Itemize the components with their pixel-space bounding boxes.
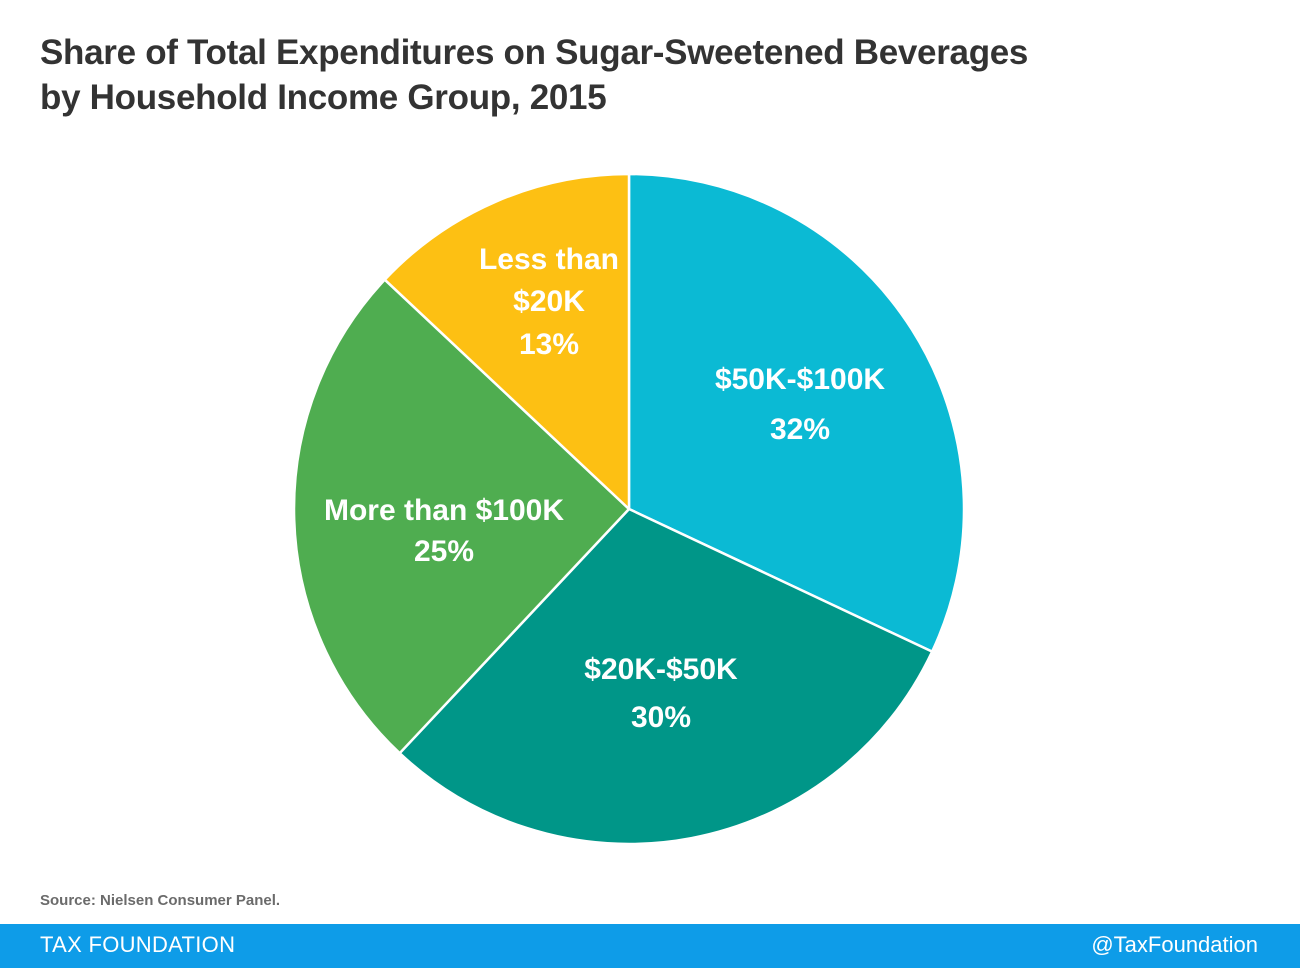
footer-bar: TAX FOUNDATION @TaxFoundation — [0, 924, 1300, 968]
slice-value-label-3: 25% — [414, 535, 474, 568]
source-note: Source: Nielsen Consumer Panel. — [40, 892, 281, 909]
chart-title-line-1: Share of Total Expenditures on Sugar-Swe… — [40, 33, 1029, 72]
pie-slice-2 — [398, 507, 934, 846]
slice-value-label-2: 30% — [631, 701, 691, 734]
slice-category-label-4: $20K — [513, 285, 585, 318]
pie-slice-4 — [383, 172, 631, 511]
pie-labels: $50K-$100K 32% $20K-$50K 30% More than $100K… — [324, 243, 885, 734]
slice-category-label-2: $20K-$50K — [584, 653, 738, 686]
pie-slices — [292, 172, 966, 846]
slice-category-label-1: $50K-$100K — [715, 363, 885, 396]
slice-value-label-4: 13% — [519, 328, 579, 361]
pie-slice-1 — [627, 172, 966, 653]
slice-category-label-3: More than $100K — [324, 494, 564, 527]
footer-brand: TAX FOUNDATION — [40, 932, 236, 957]
slice-category-label-4: Less than — [479, 243, 619, 276]
slice-value-label-1: 32% — [770, 413, 830, 446]
pie-slice-3 — [292, 278, 631, 755]
chart-title: Share of Total Expenditures on Sugar-Swe… — [40, 30, 1240, 120]
chart-title-line-2: by Household Income Group, 2015 — [40, 78, 607, 117]
footer-handle: @TaxFoundation — [1091, 932, 1258, 957]
